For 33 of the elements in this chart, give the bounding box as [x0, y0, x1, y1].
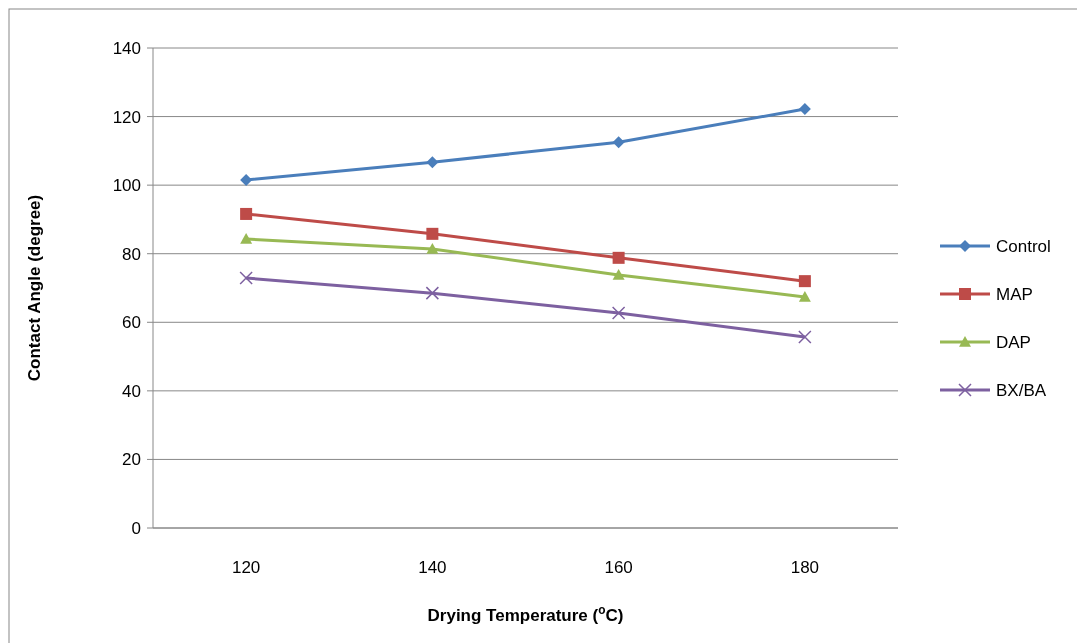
point — [426, 242, 439, 254]
point — [239, 271, 253, 285]
x-tick-label: 180 — [790, 558, 820, 577]
y-axis-title: Contact Angle (degree) — [25, 194, 44, 382]
y-tick-label: 0 — [131, 518, 141, 538]
legend-label: DAP — [996, 332, 1031, 352]
y-tick-label: 40 — [122, 381, 141, 401]
point — [240, 232, 253, 244]
point — [798, 330, 812, 344]
point — [798, 103, 811, 116]
y-tick-label: 140 — [112, 38, 141, 58]
y-tick-label: 20 — [122, 450, 141, 470]
point — [425, 286, 440, 300]
point — [798, 290, 811, 302]
point — [611, 306, 626, 320]
legend-label: MAP — [996, 284, 1033, 304]
y-tick-label: 60 — [122, 313, 141, 333]
point — [426, 156, 439, 169]
y-tick-label: 120 — [112, 107, 141, 127]
point — [612, 251, 625, 264]
legend-label: BX/BA — [996, 380, 1047, 400]
point — [612, 268, 625, 280]
x-axis-title: Drying Temperature ($^{o}$C) — [427, 603, 624, 625]
x-tick-label: 140 — [418, 558, 447, 577]
x-tick-label: 120 — [231, 558, 261, 577]
x-tick-label: 160 — [604, 558, 633, 577]
legend-label: Control — [996, 236, 1051, 256]
point — [240, 207, 253, 220]
y-tick-label: 80 — [122, 244, 141, 264]
point — [426, 227, 439, 240]
point — [612, 136, 625, 149]
point — [798, 275, 811, 288]
y-tick-label: 100 — [112, 176, 141, 196]
